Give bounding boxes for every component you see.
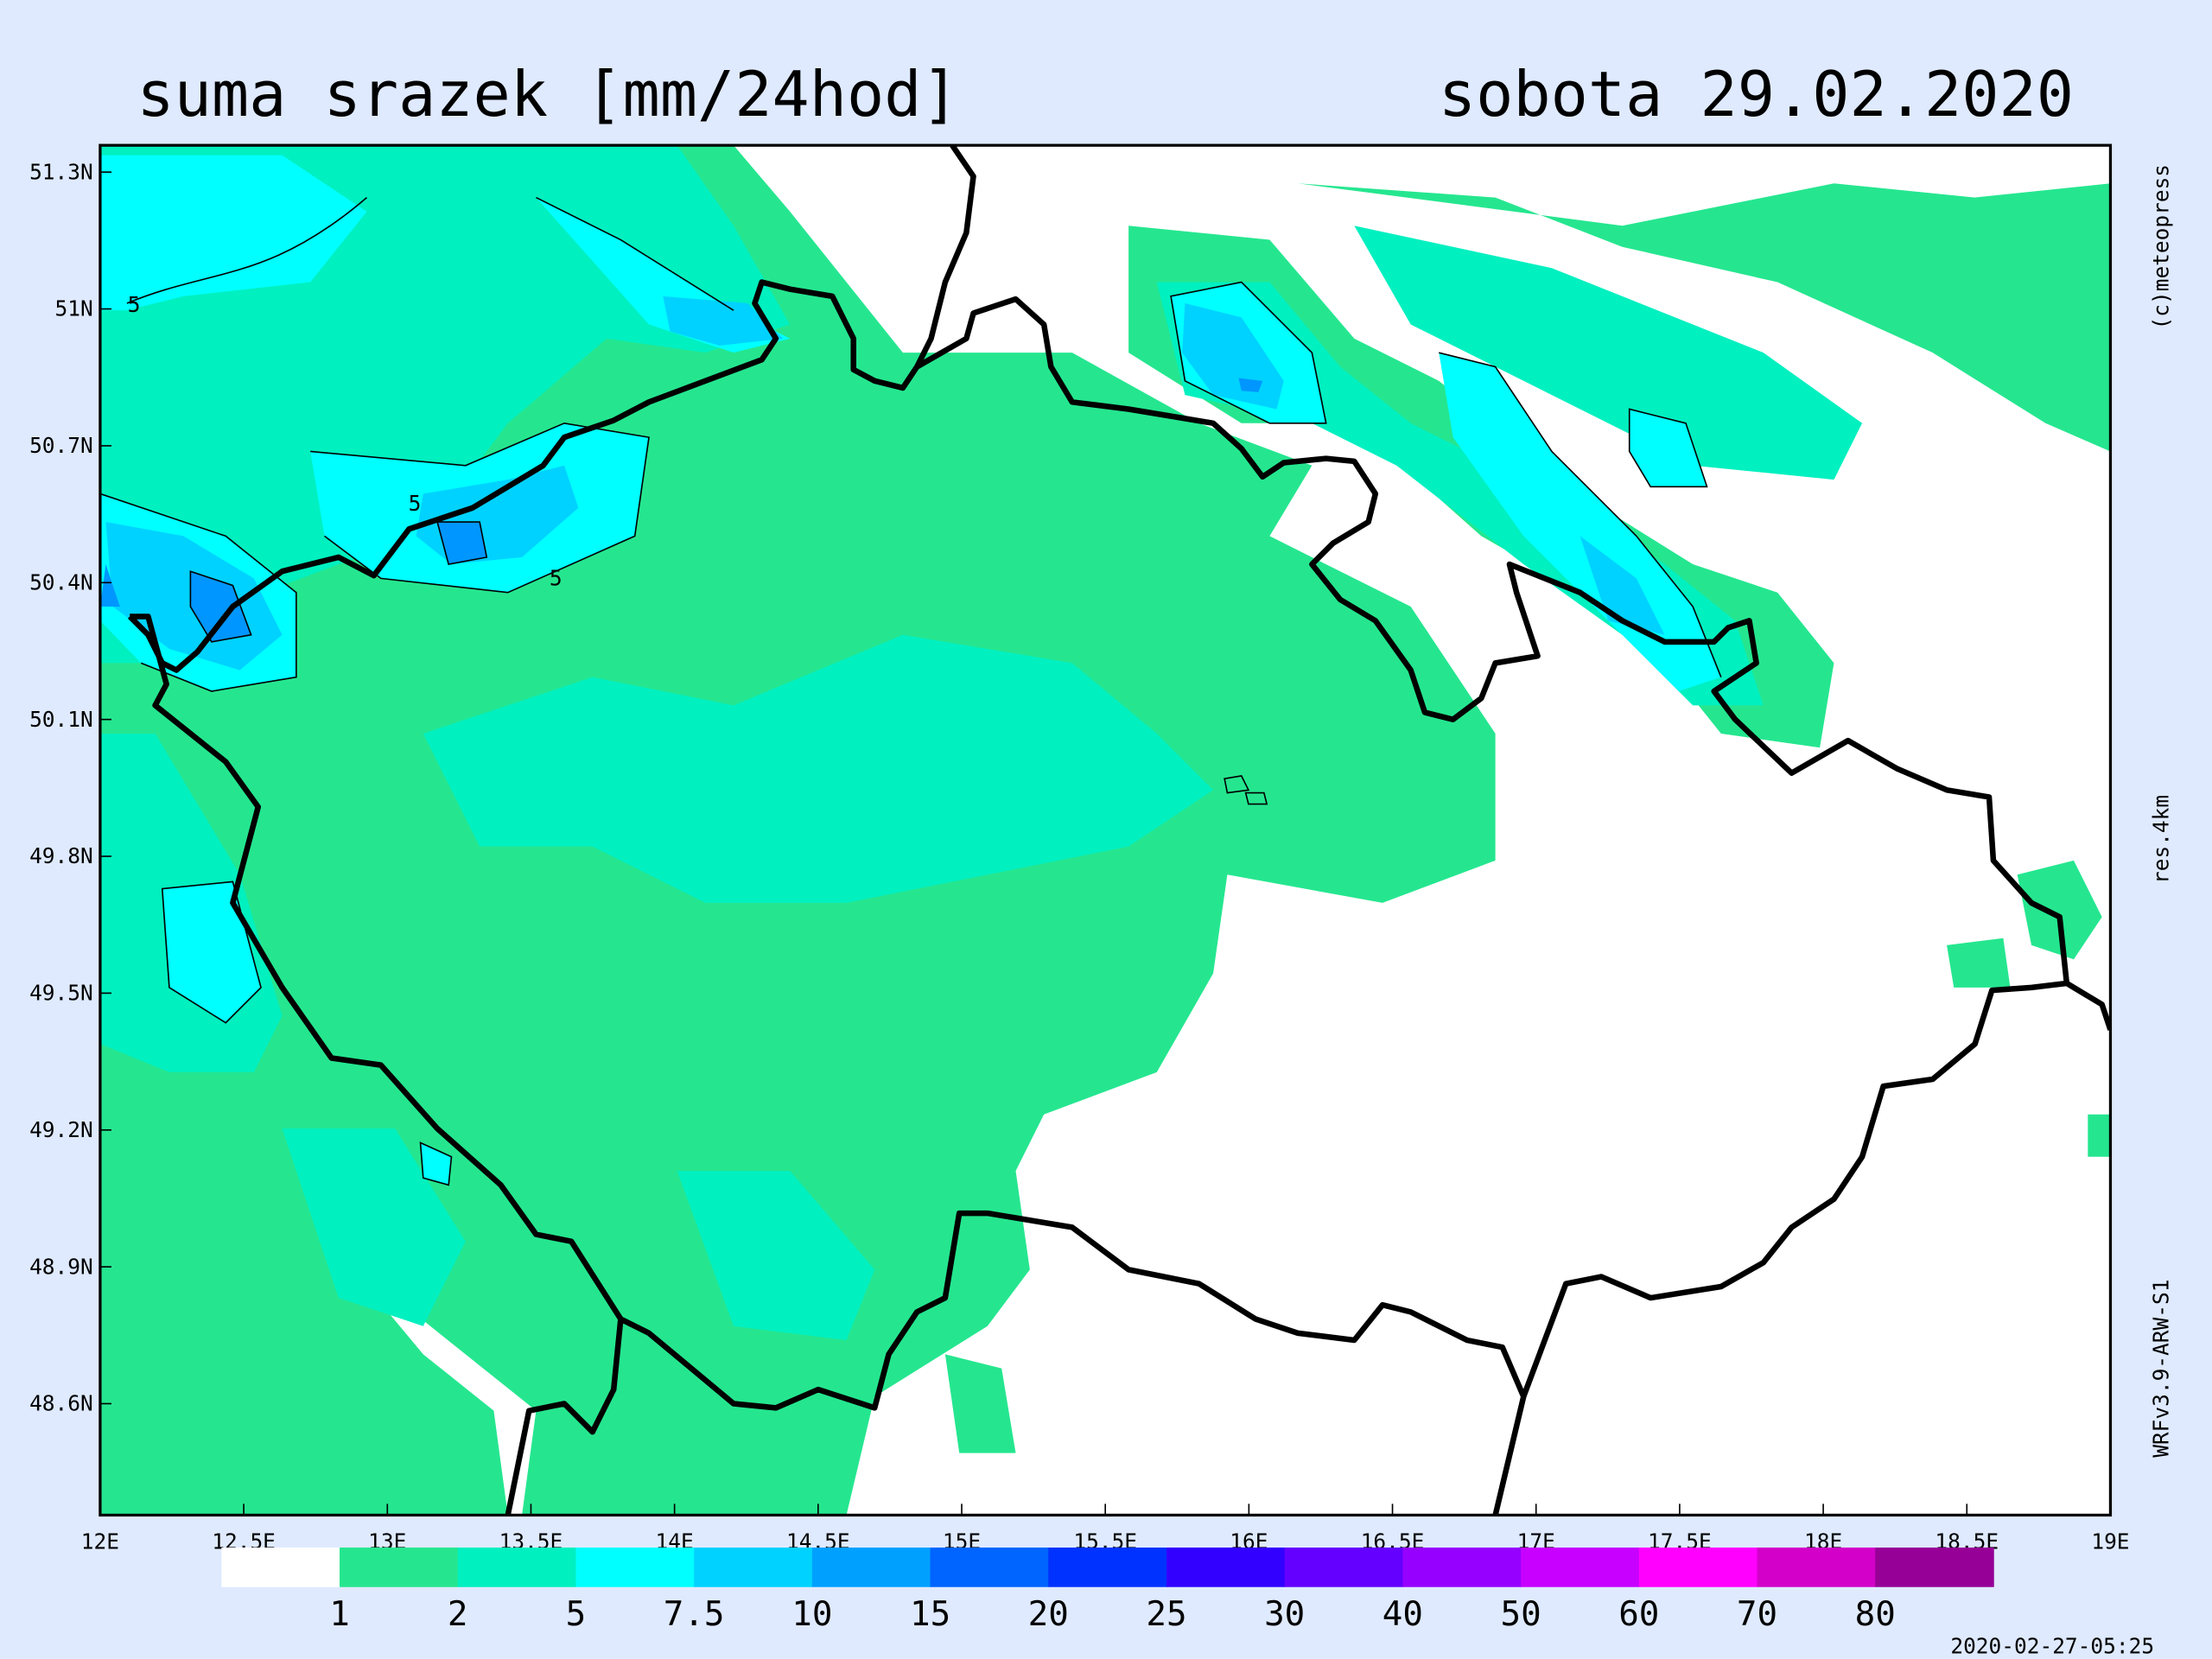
legend-swatch (1284, 1548, 1404, 1587)
lon-tick-label: 19E (2091, 1529, 2129, 1554)
legend-swatch (340, 1548, 459, 1587)
contour-label: 5 (128, 292, 141, 317)
legend-label: 70 (1737, 1595, 1777, 1634)
legend-label: 40 (1382, 1595, 1423, 1634)
resolution: res.4km (2148, 795, 2173, 884)
title: suma srazek [mm/24hod] (137, 58, 958, 130)
legend-swatch (1757, 1548, 1877, 1587)
legend-swatch (221, 1548, 340, 1587)
legend-swatch (1048, 1548, 1167, 1587)
lat-tick-label: 49.5N (29, 981, 93, 1006)
lat-tick-label: 50.1N (29, 707, 93, 732)
legend-label: 30 (1264, 1595, 1305, 1634)
legend-label: 20 (1028, 1595, 1069, 1634)
legend-swatch (1638, 1548, 1758, 1587)
legend-swatch (1875, 1548, 1994, 1587)
map (99, 143, 2113, 1517)
legend-swatch (457, 1548, 577, 1587)
contour-label: 5 (409, 491, 422, 516)
date: sobota 29.02.2020 (1439, 58, 2074, 130)
legend-label: 5 (566, 1595, 587, 1634)
legend-label: 80 (1855, 1595, 1896, 1634)
legend-label: 1 (329, 1595, 350, 1634)
legend-swatch (930, 1548, 1050, 1587)
legend-swatch (811, 1548, 931, 1587)
contour-label: 5 (550, 566, 563, 591)
legend-label: 10 (791, 1595, 832, 1634)
lat-tick-label: 50.7N (29, 433, 93, 458)
lon-tick-label: 12E (81, 1529, 119, 1554)
legend-swatch (1166, 1548, 1286, 1587)
legend-swatch (575, 1548, 695, 1587)
legend-label: 50 (1501, 1595, 1541, 1634)
legend-swatch (694, 1548, 813, 1587)
lat-tick-label: 48.9N (29, 1254, 93, 1279)
model: WRFv3.9-ARW-S1 (2148, 1280, 2173, 1458)
legend-label: 15 (910, 1595, 950, 1634)
legend-label: 60 (1618, 1595, 1659, 1634)
lat-tick-label: 49.8N (29, 843, 93, 868)
legend-swatch (1402, 1548, 1522, 1587)
lat-tick-label: 48.6N (29, 1391, 93, 1416)
lat-tick-label: 51.3N (29, 159, 93, 184)
credit: (c)meteopress (2148, 164, 2173, 330)
lat-tick-label: 50.4N (29, 569, 93, 594)
lat-tick-label: 49.2N (29, 1117, 93, 1142)
legend-label: 25 (1146, 1595, 1186, 1634)
lat-tick-label: 51N (55, 296, 93, 321)
legend-label: 7.5 (664, 1595, 725, 1634)
legend-label: 2 (448, 1595, 468, 1634)
legend-swatch (1521, 1548, 1640, 1587)
timestamp: 2020-02-27-05:25 (1950, 1633, 2154, 1658)
